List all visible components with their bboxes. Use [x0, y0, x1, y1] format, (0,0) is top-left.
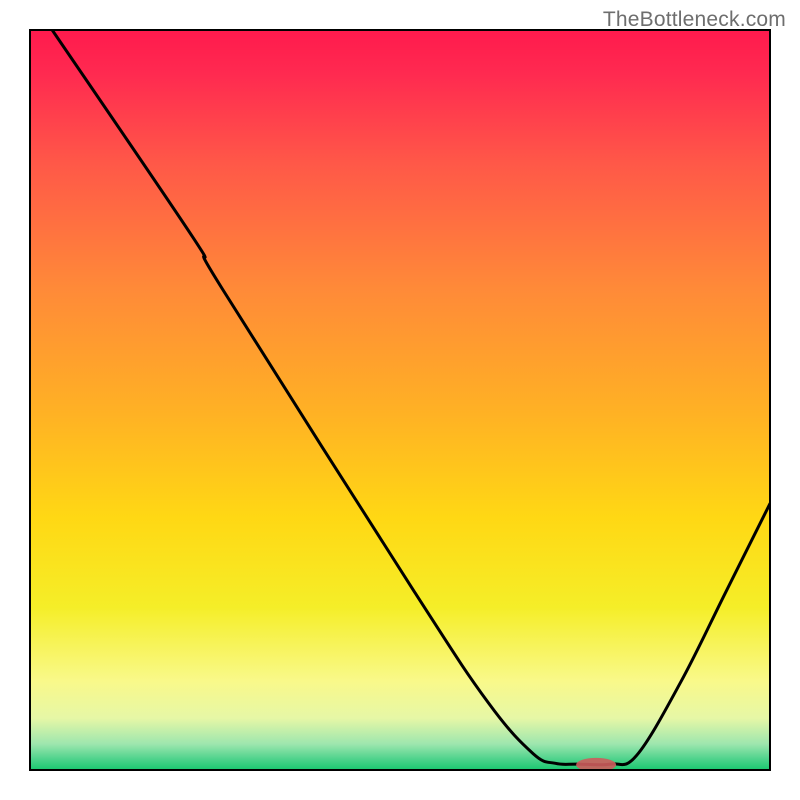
plot-area [30, 30, 770, 772]
root: TheBottleneck.com [0, 0, 800, 800]
bottleneck-chart [0, 0, 800, 800]
bottleneck-chart-svg [0, 0, 800, 800]
gradient-background [30, 30, 770, 770]
